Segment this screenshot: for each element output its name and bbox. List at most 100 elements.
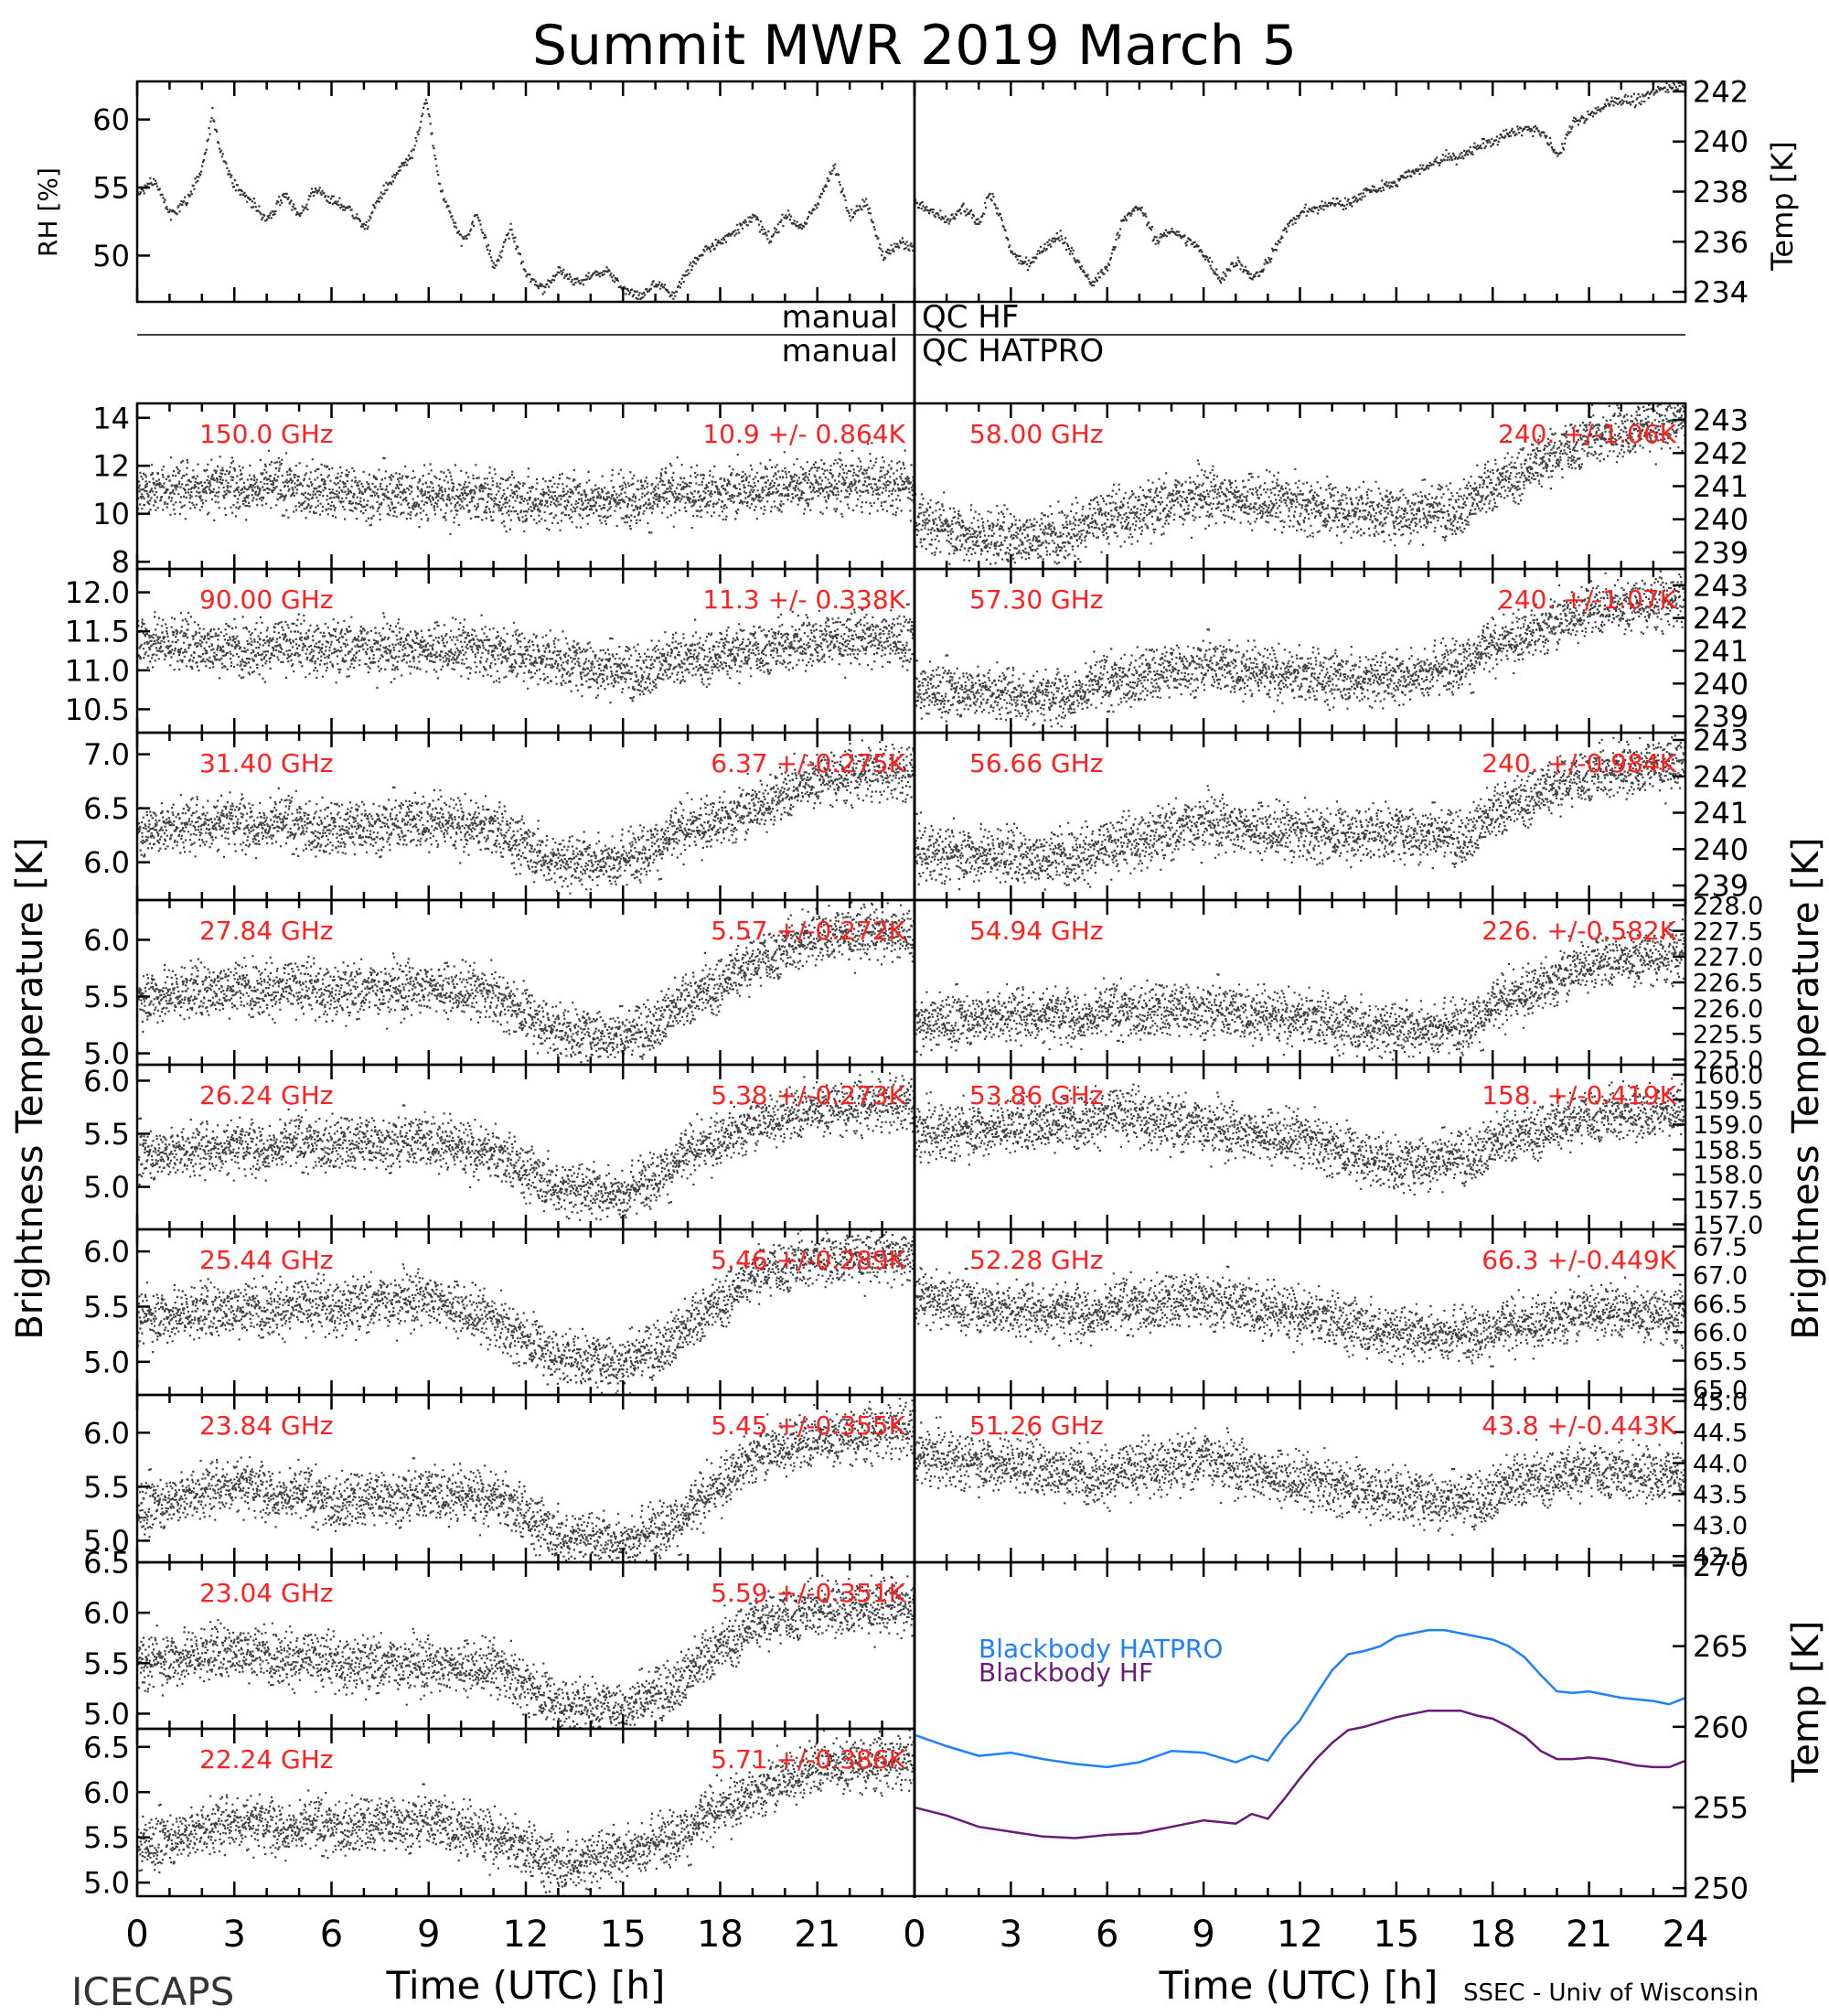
panel-h57-ytick-label: 242 — [1693, 601, 1749, 636]
panel-h31-ytick-label: 6.0 — [83, 845, 130, 880]
panel-hf150-x-ticks — [135, 403, 916, 569]
panel-h52-ytick-label: 67.5 — [1693, 1233, 1748, 1261]
x-tick-label-right: 9 — [1192, 1914, 1214, 1956]
panel-h25-stats: 5.46 +/-0.289K — [711, 1245, 905, 1275]
panel-h22-ytick-label: 6.5 — [83, 1730, 130, 1764]
bt-left-axis-label: Brightness Temperature [K] — [9, 837, 51, 1339]
x-tick-label-right: 15 — [1373, 1914, 1419, 1956]
panel-h31-frequency: 31.40 GHz — [199, 748, 334, 778]
panel-h25-frequency: 25.44 GHz — [199, 1245, 334, 1275]
temp-top-axis-label: Temp [K] — [1765, 141, 1800, 271]
panel-h56-ytick-label: 239 — [1693, 869, 1749, 904]
rh-panel-x-ticks — [135, 81, 916, 302]
panel-h27-stats: 5.57 +/-0.272K — [711, 916, 905, 946]
panel-h52-x-ticks — [913, 1229, 1687, 1395]
panel-h54-ytick-label: 226.0 — [1693, 995, 1763, 1024]
rh-axis-label: RH [%] — [33, 167, 63, 257]
blackbody-hatpro-line — [914, 1628, 1685, 1769]
panel-h26-ytick-label: 5.0 — [83, 1170, 130, 1205]
bt-right-axis-label: Brightness Temperature [K] — [1785, 837, 1827, 1339]
rh-panel-ytick-label: 60 — [92, 102, 130, 137]
panel-h52-stats: 66.3 +/-0.449K — [1481, 1245, 1676, 1275]
panel-h23b-ytick-label: 6.0 — [83, 1596, 130, 1631]
temp-panel-ytick-label: 240 — [1693, 124, 1749, 159]
qc-hatpro-right-label: QC HATPRO — [922, 333, 1104, 370]
panel-h58-stats: 240. +/-1.06K — [1498, 419, 1677, 449]
panel-h51-x-ticks — [913, 1395, 1687, 1562]
panel-h25-x-ticks — [135, 1229, 916, 1395]
legend-blackbody-hatpro: Blackbody HATPRO — [979, 1634, 1223, 1664]
panel-h31-ytick-label: 7.0 — [83, 737, 130, 772]
panel-h22-frequency: 22.24 GHz — [199, 1744, 334, 1775]
x-tick-label-right: 3 — [1000, 1914, 1022, 1956]
panel-h51-ytick-label: 42.5 — [1693, 1543, 1748, 1571]
panel-h58-ytick-label: 240 — [1693, 502, 1749, 537]
panel-h23a-frequency: 23.84 GHz — [199, 1410, 334, 1441]
panel-h23a-x-ticks — [135, 1395, 916, 1562]
x-tick-label-right: 18 — [1470, 1914, 1516, 1956]
panel-h57-frequency: 57.30 GHz — [969, 584, 1104, 615]
panel-h23b-x-ticks — [135, 1562, 916, 1729]
panel-hf90-ytick-label: 11.5 — [65, 615, 130, 649]
x-tick-label-left: 0 — [125, 1914, 148, 1956]
panel-h25-ytick-label: 5.0 — [83, 1345, 130, 1379]
panel-hf150-ytick-label: 14 — [92, 401, 130, 435]
panel-h54-ytick-label: 225.5 — [1693, 1021, 1763, 1049]
panel-h26-ytick-label: 5.5 — [83, 1117, 130, 1152]
panel-hf150-frequency: 150.0 GHz — [199, 419, 334, 449]
panel-h54-frequency: 54.94 GHz — [969, 916, 1104, 946]
panel-h56-stats: 240. +/-0.984K — [1481, 748, 1676, 778]
x-tick-label-right: 0 — [903, 1914, 925, 1956]
panel-hf150-ytick-label: 10 — [92, 497, 130, 531]
panel-hf90-ytick-label: 11.0 — [65, 653, 130, 688]
x-tick-label-left: 9 — [417, 1914, 440, 1956]
panel-h26-x-ticks — [135, 1065, 916, 1229]
temp-panel-ytick-label: 242 — [1693, 74, 1749, 109]
panel-h56-ytick-label: 242 — [1693, 759, 1749, 794]
panel-h22-x-ticks — [135, 1729, 916, 1896]
panel-h22-ytick-label: 5.0 — [83, 1866, 130, 1901]
panel-h22-ytick-label: 6.0 — [83, 1775, 130, 1810]
x-axis-label-left: Time (UTC) [h] — [386, 1963, 666, 2008]
panel-h56-ytick-label: 241 — [1693, 796, 1749, 831]
x-tick-label-left: 6 — [320, 1914, 343, 1956]
x-tick-label-right: 21 — [1566, 1914, 1612, 1956]
panel-hf90-ytick-label: 12.0 — [65, 575, 130, 610]
panel-h54-x-ticks — [913, 900, 1687, 1065]
panel-h51-ytick-label: 43.5 — [1693, 1481, 1748, 1509]
panel-h23a-stats: 5.45 +/-0.355K — [711, 1410, 905, 1441]
panel-h23b-ytick-label: 6.5 — [83, 1546, 130, 1581]
panel-h54-stats: 226. +/-0.582K — [1481, 916, 1676, 946]
panel-h26-frequency: 26.24 GHz — [199, 1080, 334, 1110]
panel-h52-ytick-label: 66.5 — [1693, 1291, 1748, 1319]
temp-panel-x-ticks — [913, 81, 1687, 302]
panel-h52-ytick-label: 65.5 — [1693, 1347, 1748, 1376]
panel-h53-ytick-label: 158.5 — [1693, 1136, 1763, 1164]
x-tick-label-right: 6 — [1096, 1914, 1118, 1956]
panel-h53-ytick-label: 158.0 — [1693, 1162, 1763, 1190]
footer-left: ICECAPS — [71, 1969, 234, 2012]
panel-h53-ytick-label: 157.0 — [1693, 1211, 1763, 1239]
panel-h53-stats: 158. +/-0.419K — [1481, 1080, 1676, 1110]
panel-hf90-ytick-label: 10.5 — [65, 692, 130, 727]
panel-h23b-ytick-label: 5.0 — [83, 1697, 130, 1732]
panel-h51-ytick-label: 43.0 — [1693, 1512, 1748, 1540]
x-tick-label-right: 24 — [1663, 1914, 1709, 1956]
panel-h58-ytick-label: 242 — [1693, 436, 1749, 471]
bb-panel-ytick-label: 250 — [1693, 1871, 1749, 1906]
panel-h22-ytick-label: 5.5 — [83, 1820, 130, 1855]
panel-h57-stats: 240. +/-1.07K — [1498, 584, 1677, 615]
panel-h56-x-ticks — [913, 733, 1687, 900]
panel-h23b-ytick-label: 5.5 — [83, 1646, 130, 1681]
panel-h53-x-ticks — [913, 1065, 1687, 1229]
qc-hf-left-label: manual — [782, 299, 898, 336]
x-tick-label-right: 12 — [1277, 1914, 1323, 1956]
panel-h27-ytick-label: 5.5 — [83, 980, 130, 1014]
bb-panel-x-ticks — [913, 1562, 1687, 1896]
panel-h25-ytick-label: 6.0 — [83, 1235, 130, 1270]
panel-h58-ytick-label: 239 — [1693, 535, 1749, 570]
panel-h54-ytick-label: 228.0 — [1693, 892, 1763, 920]
panel-hf150-ytick-label: 8 — [112, 545, 130, 580]
x-tick-label-left: 21 — [794, 1914, 840, 1956]
panel-h26-stats: 5.38 +/-0.273K — [711, 1080, 905, 1110]
